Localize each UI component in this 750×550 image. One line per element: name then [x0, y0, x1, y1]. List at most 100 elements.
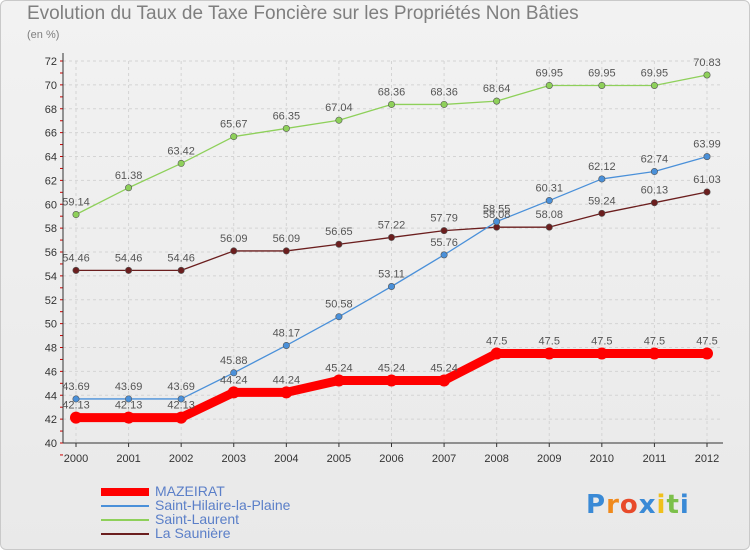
data-point	[385, 374, 398, 387]
logo-letter: r	[606, 490, 620, 520]
x-tick-label: 2006	[379, 453, 403, 465]
data-label: 47.5	[486, 335, 507, 347]
data-label: 54.46	[167, 252, 195, 264]
data-point	[650, 168, 658, 176]
data-point	[440, 100, 448, 108]
x-tick-label: 2004	[274, 453, 298, 465]
data-point	[70, 411, 82, 424]
data-label: 48.17	[273, 327, 301, 339]
x-tick-label: 2003	[222, 453, 246, 465]
data-label: 42.13	[167, 400, 195, 412]
data-label: 70.83	[693, 57, 721, 69]
x-tick-label: 2012	[695, 453, 719, 465]
y-tick-label: 54	[45, 271, 57, 283]
y-tick-label: 68	[45, 104, 57, 116]
data-point	[543, 347, 556, 360]
data-point	[648, 347, 661, 360]
data-point	[227, 386, 240, 399]
data-point	[177, 395, 185, 403]
data-label: 68.64	[483, 83, 511, 95]
legend-label: Saint-Laurent	[155, 511, 240, 527]
data-label: 63.99	[693, 139, 721, 151]
data-label: 45.88	[220, 355, 248, 367]
x-tick-label: 2010	[590, 453, 614, 465]
logo-letter: i	[679, 490, 690, 520]
legend-label: MAZEIRAT	[155, 483, 225, 499]
data-point	[230, 133, 238, 141]
data-point	[703, 188, 711, 196]
data-label: 60.31	[535, 183, 563, 195]
axes: 40 42 44 46 48 50 52 54 56 58 60 62 64 66 68 70 72 2000 20…	[45, 53, 723, 465]
data-label: 62.74	[641, 154, 669, 166]
data-label: 67.04	[325, 102, 353, 114]
data-point	[701, 347, 713, 360]
data-point	[440, 251, 448, 259]
data-point	[598, 209, 606, 217]
data-point	[335, 313, 343, 321]
data-label: 43.69	[115, 381, 143, 393]
data-point	[282, 247, 290, 255]
data-label: 57.79	[430, 213, 458, 225]
data-label: 50.58	[325, 299, 353, 311]
data-point	[545, 81, 553, 89]
legend-swatch	[101, 505, 149, 507]
data-label: 58.08	[483, 209, 511, 221]
data-point	[72, 395, 80, 403]
data-point	[72, 266, 80, 274]
data-point	[280, 386, 293, 399]
data-label: 47.5	[644, 335, 665, 347]
data-point	[282, 341, 290, 349]
data-point	[650, 199, 658, 207]
data-point	[545, 197, 553, 205]
series-lines	[70, 71, 713, 424]
data-point	[125, 184, 133, 192]
y-tick-label: 62	[45, 175, 57, 187]
data-label: 53.11	[378, 268, 405, 280]
x-tick-label: 2007	[432, 453, 456, 465]
data-label: 58.08	[535, 209, 563, 221]
x-tick-label: 2002	[169, 453, 193, 465]
data-label: 44.24	[220, 374, 248, 386]
data-point	[177, 266, 185, 274]
data-label: 61.03	[693, 174, 721, 186]
data-point	[595, 347, 608, 360]
legend-label: La Saunière	[155, 525, 231, 541]
data-point	[125, 266, 133, 274]
data-point	[598, 81, 606, 89]
data-label: 57.22	[378, 219, 406, 231]
logo-letter: t	[666, 490, 680, 520]
data-point	[282, 124, 290, 132]
y-tick-label: 48	[45, 343, 57, 355]
data-label: 45.24	[430, 362, 458, 374]
chart-subtitle: (en %)	[27, 29, 60, 41]
data-point	[230, 369, 238, 377]
proxiti-logo: Proxiti	[586, 490, 690, 520]
logo-letter: x	[638, 490, 657, 520]
data-label: 56.09	[273, 233, 301, 245]
data-point	[490, 347, 503, 360]
logo-letter: P	[586, 490, 607, 520]
data-label: 61.38	[115, 170, 143, 182]
x-tick-label: 2001	[116, 453, 140, 465]
data-point	[440, 227, 448, 235]
y-tick-label: 60	[45, 199, 57, 211]
data-point	[335, 116, 343, 124]
y-tick-label: 52	[45, 295, 57, 307]
y-tick-label: 46	[45, 366, 57, 378]
data-label: 42.13	[115, 400, 143, 412]
data-point	[387, 100, 395, 108]
data-label: 54.46	[115, 252, 143, 264]
data-point	[175, 411, 188, 424]
data-point	[72, 211, 80, 219]
data-point	[177, 159, 185, 167]
data-label: 59.24	[588, 195, 616, 207]
data-label: 45.24	[378, 362, 406, 374]
y-tick-label: 72	[45, 56, 57, 68]
data-point	[703, 153, 711, 161]
chart-title: Evolution du Taux de Taxe Foncière sur l…	[27, 3, 579, 24]
data-label: 65.67	[220, 119, 248, 131]
data-point	[598, 175, 606, 183]
data-label: 55.76	[430, 237, 458, 249]
y-tick-label: 66	[45, 128, 57, 140]
